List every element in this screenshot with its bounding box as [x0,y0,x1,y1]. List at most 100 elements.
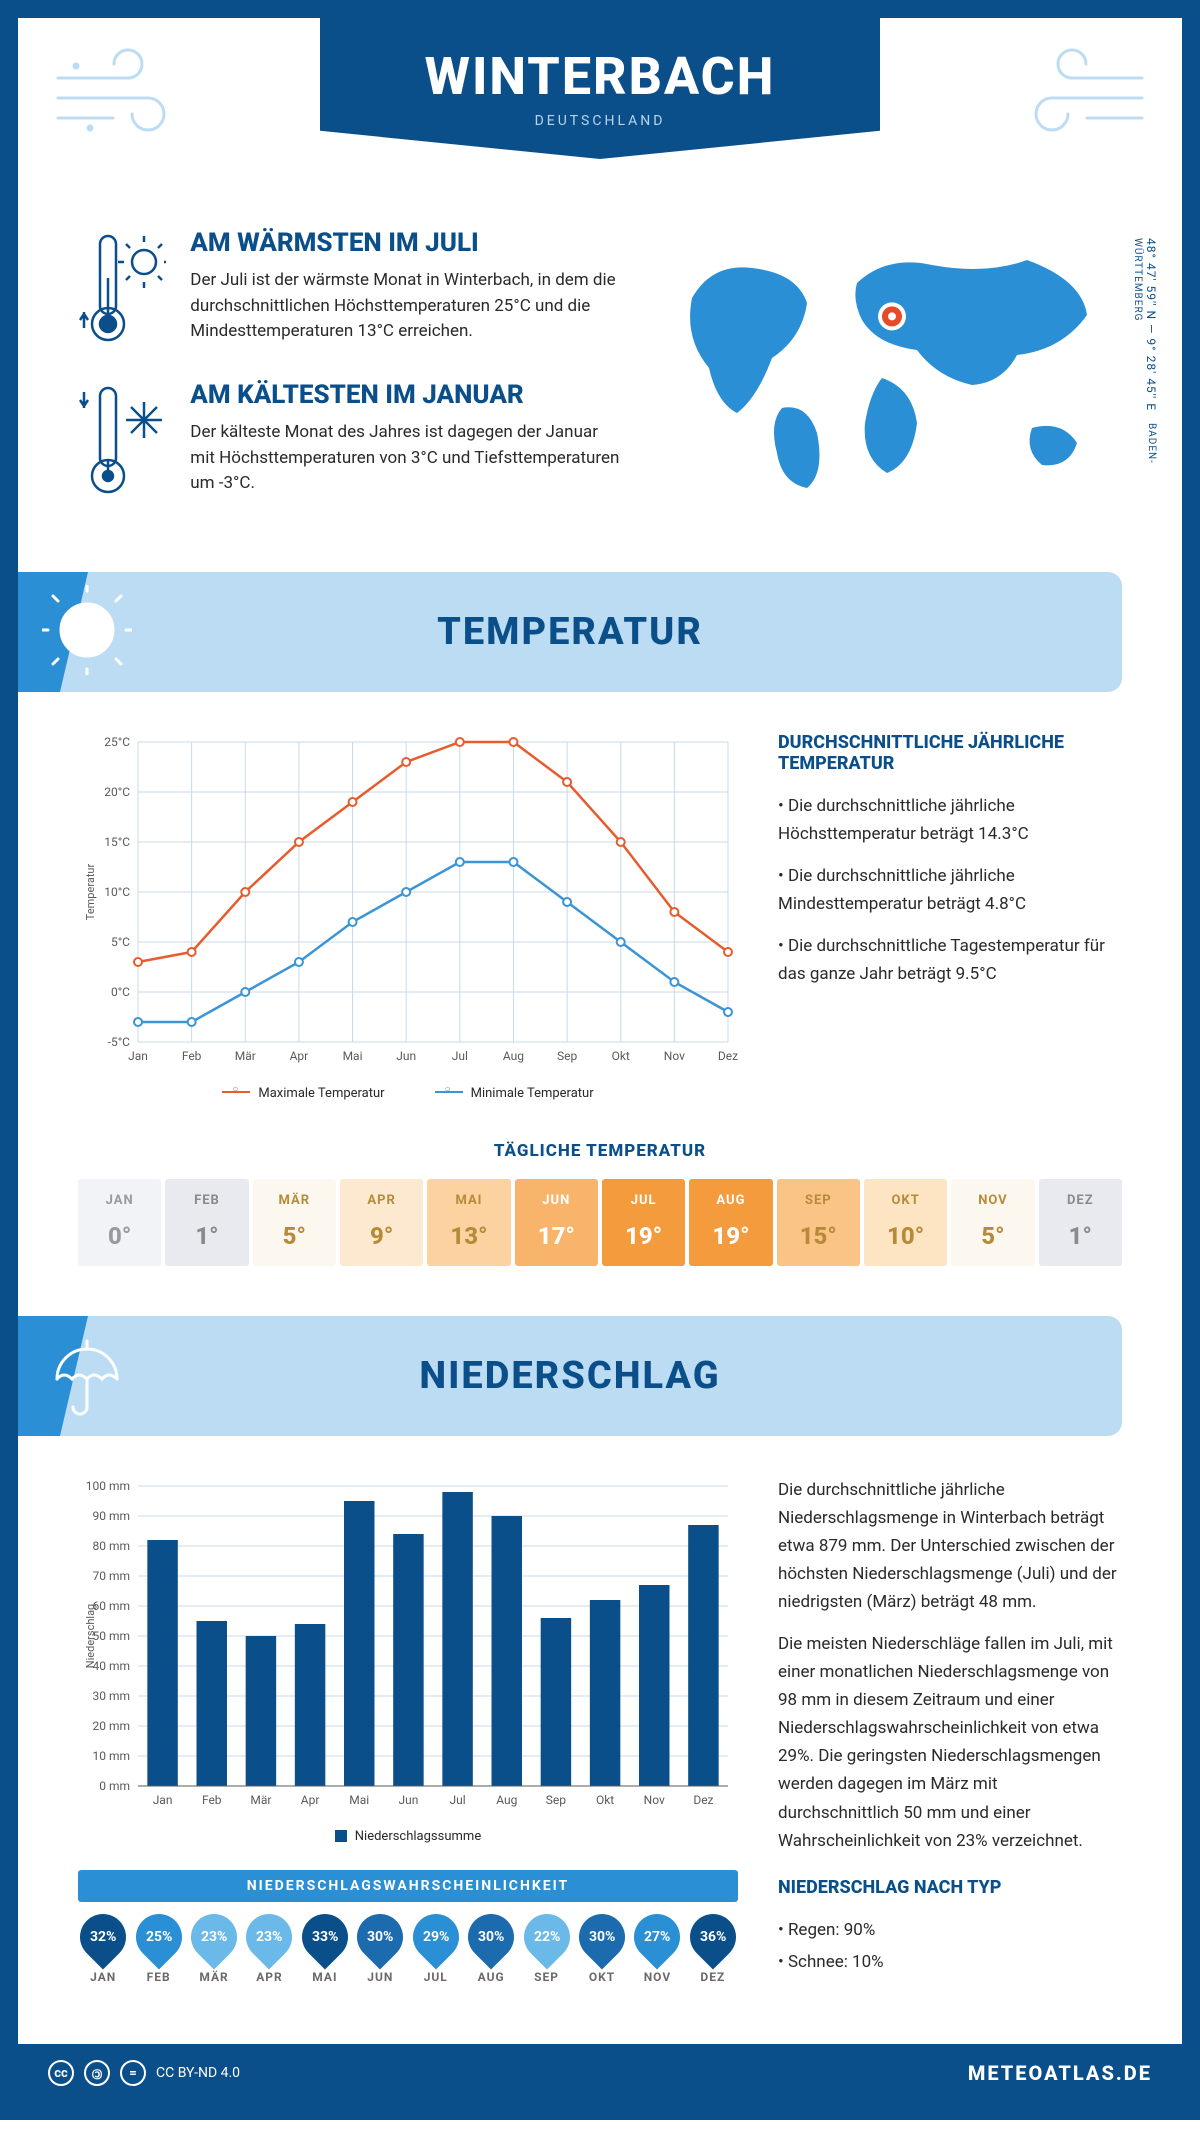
section-title: NIEDERSCHLAG [419,1354,720,1398]
svg-text:Aug: Aug [503,1049,524,1063]
svg-text:Sep: Sep [557,1049,577,1063]
page-title: WINTERBACH [320,46,880,107]
svg-text:Dez: Dez [693,1793,713,1807]
precip-legend: Niederschlagssumme [355,1829,481,1844]
svg-text:Jan: Jan [128,1049,148,1063]
umbrella-icon [42,1329,132,1423]
temperature-point: • Die durchschnittliche jährliche Höchst… [778,792,1122,848]
nd-icon: = [120,2060,146,2086]
svg-text:5°C: 5°C [111,935,130,949]
prob-drop: 27%NOV [632,1914,682,1984]
legend-max: Maximale Temperatur [258,1086,384,1101]
svg-text:Mai: Mai [349,1793,369,1807]
svg-text:Jun: Jun [398,1793,418,1807]
sun-icon [42,585,132,679]
svg-text:Mär: Mär [235,1049,256,1063]
temperature-point: • Die durchschnittliche jährliche Mindes… [778,862,1122,918]
svg-text:Feb: Feb [182,1049,202,1063]
svg-text:Sep: Sep [546,1793,566,1807]
svg-text:100 mm: 100 mm [86,1479,130,1493]
svg-text:50 mm: 50 mm [92,1629,130,1643]
prob-drop: 29%JUL [411,1914,461,1984]
warmest-text: Der Juli ist der wärmste Monat in Winter… [190,268,622,345]
section-temperature: TEMPERATUR [18,572,1122,692]
cc-icon: cc [48,2060,74,2086]
svg-text:Nov: Nov [664,1049,685,1063]
prob-drop: 32%JAN [78,1914,128,1984]
svg-text:10°C: 10°C [104,885,130,899]
svg-text:25°C: 25°C [104,735,130,749]
warmest-block: AM WÄRMSTEN IM JULI Der Juli ist der wär… [78,228,622,348]
svg-text:Jul: Jul [450,1793,466,1807]
svg-text:30 mm: 30 mm [92,1689,130,1703]
svg-text:80 mm: 80 mm [92,1539,130,1553]
thermometer-sun-icon [78,228,166,348]
prob-drop: 30%JUN [355,1914,405,1984]
daily-temp-cell: JUN17° [515,1179,598,1266]
coldest-text: Der kälteste Monat des Jahres ist dagege… [190,420,622,497]
daily-temp-cell: OKT10° [864,1179,947,1266]
prob-drop: 30%AUG [466,1914,516,1984]
coldest-block: AM KÄLTESTEN IM JANUAR Der kälteste Mona… [78,380,622,500]
svg-text:0°C: 0°C [111,985,130,999]
prob-drop: 23%MÄR [189,1914,239,1984]
svg-text:Dez: Dez [718,1049,738,1063]
precip-type-point: • Regen: 90% [778,1916,1122,1944]
by-icon: 🄯 [84,2060,110,2086]
daily-temp-cell: FEB1° [165,1179,248,1266]
prob-drop: 23%APR [244,1914,294,1984]
prob-drop: 22%SEP [521,1914,571,1984]
site-name: METEOATLAS.DE [968,2061,1152,2085]
svg-text:Jun: Jun [396,1049,416,1063]
footer: cc 🄯 = CC BY-ND 4.0 METEOATLAS.DE [18,2044,1182,2102]
license-text: CC BY-ND 4.0 [156,2065,240,2081]
precip-type-point: • Schnee: 10% [778,1948,1122,1976]
coldest-title: AM KÄLTESTEN IM JANUAR [190,380,622,410]
daily-temp-cell: NOV5° [951,1179,1034,1266]
page-subtitle: DEUTSCHLAND [320,113,880,149]
daily-temp-cell: MÄR5° [253,1179,336,1266]
prob-drop: 33%MAI [300,1914,350,1984]
svg-text:60 mm: 60 mm [92,1599,130,1613]
prob-title: NIEDERSCHLAGSWAHRSCHEINLICHKEIT [78,1870,738,1902]
wind-icon [48,48,178,142]
section-title: TEMPERATUR [437,610,703,654]
temperature-point: • Die durchschnittliche Tagestemperatur … [778,932,1122,988]
svg-text:90 mm: 90 mm [92,1509,130,1523]
prob-drop: 36%DEZ [688,1914,738,1984]
daily-strip-title: TÄGLICHE TEMPERATUR [18,1141,1182,1161]
svg-text:Apr: Apr [301,1793,320,1807]
svg-text:Jul: Jul [452,1049,468,1063]
svg-text:Apr: Apr [290,1049,309,1063]
svg-text:20 mm: 20 mm [92,1719,130,1733]
section-precipitation: NIEDERSCHLAG [18,1316,1122,1436]
svg-text:Jan: Jan [153,1793,173,1807]
daily-temp-cell: MAI13° [427,1179,510,1266]
svg-text:Mai: Mai [343,1049,363,1063]
svg-text:15°C: 15°C [104,835,130,849]
world-map: 48° 47' 59'' N — 9° 28' 45'' E BADEN-WÜR… [662,228,1122,532]
daily-temp-cell: JAN0° [78,1179,161,1266]
svg-text:Temperatur: Temperatur [84,864,97,921]
prob-drop: 25%FEB [133,1914,183,1984]
daily-temp-cell: DEZ1° [1039,1179,1122,1266]
svg-text:Okt: Okt [612,1049,630,1063]
svg-text:Nov: Nov [644,1793,665,1807]
svg-text:40 mm: 40 mm [92,1659,130,1673]
precipitation-bar-chart: 0 mm10 mm20 mm30 mm40 mm50 mm60 mm70 mm8… [78,1476,738,1816]
precip-paragraph: Die durchschnittliche jährliche Niedersc… [778,1476,1122,1616]
temperature-line-chart: -5°C0°C5°C10°C15°C20°C25°CJanFebMärAprMa… [78,732,738,1072]
daily-temp-cell: JUL19° [602,1179,685,1266]
precip-type-title: NIEDERSCHLAG NACH TYP [778,1877,1122,1898]
svg-text:Niederschlag: Niederschlag [84,1604,97,1668]
svg-text:10 mm: 10 mm [92,1749,130,1763]
svg-text:Okt: Okt [596,1793,614,1807]
header: WINTERBACH DEUTSCHLAND [18,18,1182,208]
svg-text:20°C: 20°C [104,785,130,799]
thermometer-snow-icon [78,380,166,500]
temperature-side-title: DURCHSCHNITTLICHE JÄHRLICHE TEMPERATUR [778,732,1122,774]
wind-icon [1022,48,1152,142]
title-banner: WINTERBACH DEUTSCHLAND [320,18,880,159]
svg-text:Mär: Mär [250,1793,271,1807]
warmest-title: AM WÄRMSTEN IM JULI [190,228,622,258]
